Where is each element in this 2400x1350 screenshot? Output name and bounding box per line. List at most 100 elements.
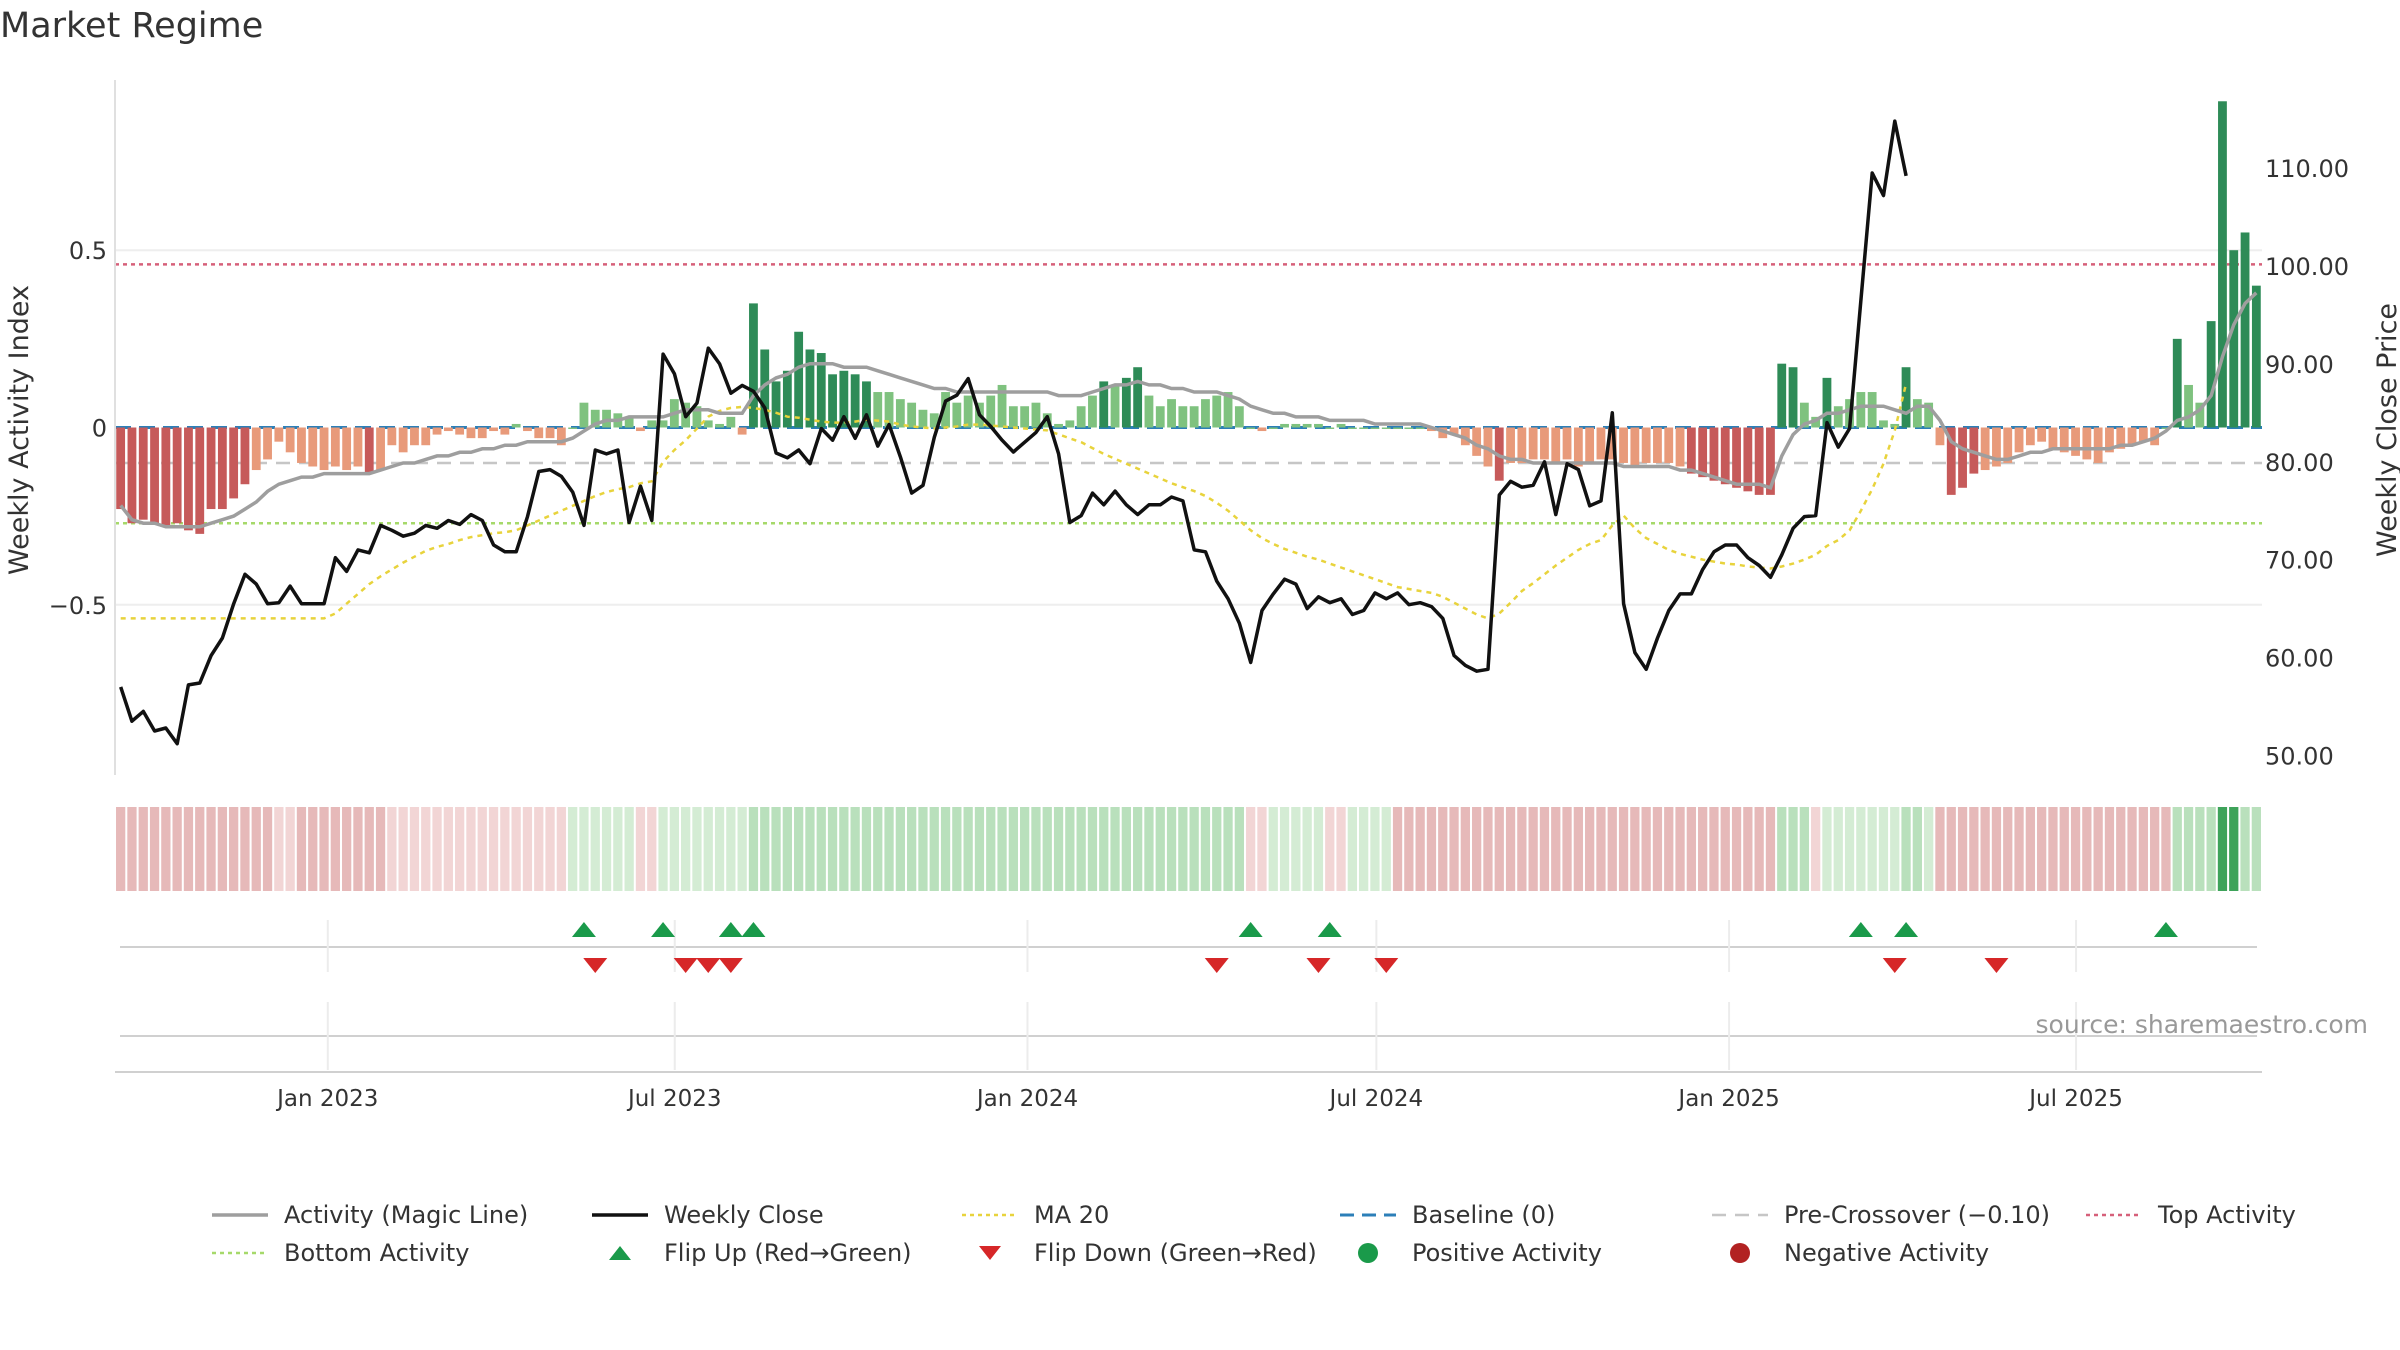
activity-bar: [1167, 399, 1176, 428]
regime-cell: [1811, 807, 1821, 891]
regime-cell: [522, 807, 533, 891]
regime-cell: [477, 807, 487, 891]
legend-label: Baseline (0): [1412, 1201, 1556, 1229]
regime-cell: [1833, 807, 1843, 891]
activity-bar: [455, 427, 465, 435]
legend-item: Top Activity: [2084, 1196, 2296, 1234]
regime-cell: [387, 807, 397, 891]
legend-label: Bottom Activity: [284, 1239, 470, 1267]
reference-lines: [115, 263, 2262, 525]
activity-bar: [466, 427, 476, 439]
flip-down-marker: [696, 958, 721, 973]
regime-cell: [161, 807, 171, 891]
activity-bar: [1867, 392, 1877, 428]
regime-cell: [1867, 807, 1877, 891]
activity-bar: [1698, 427, 1708, 478]
activity-bar: [2127, 427, 2137, 446]
regime-cell: [1517, 807, 1527, 891]
regime-cell: [2138, 807, 2148, 891]
activity-bar: [1766, 427, 1775, 495]
flip-down-marker: [1204, 958, 1229, 973]
regime-cell: [1698, 807, 1708, 891]
activity-bar: [1076, 406, 1086, 428]
legend: Activity (Magic Line) Weekly Close MA 20 Ba…: [210, 1196, 2350, 1286]
regime-cell: [884, 807, 894, 891]
activity-bar: [1630, 427, 1640, 467]
activity-bar: [489, 427, 498, 432]
regime-cell: [2240, 807, 2250, 891]
activity-bar: [1415, 427, 1425, 429]
gridlines: [115, 249, 2262, 606]
activity-bar: [1686, 427, 1696, 474]
regime-cell: [918, 807, 928, 891]
activity-bar: [387, 427, 397, 446]
regime-cell: [1539, 807, 1550, 891]
activity-bar: [1664, 427, 1674, 463]
y-axis-left-label: Weekly Activity Index: [4, 285, 35, 575]
regime-cell: [1878, 807, 1889, 891]
regime-cell: [1426, 807, 1437, 891]
regime-cell: [1144, 807, 1154, 891]
magic-line-legend-icon: [212, 1213, 268, 1217]
chart-title: Market Regime: [0, 6, 264, 46]
activity-bar: [1189, 406, 1199, 428]
regime-cell: [635, 807, 646, 891]
legend-label: Flip Down (Green→Red): [1034, 1239, 1317, 1267]
legend-item: Negative Activity: [1710, 1234, 1989, 1272]
flip-down-marker: [1306, 958, 1331, 973]
regime-cell: [1415, 807, 1425, 891]
regime-cell: [500, 807, 510, 891]
regime-cell: [1370, 807, 1380, 891]
regime-cell: [116, 807, 126, 891]
activity-bar: [1551, 427, 1561, 463]
x-tick-label: Jan 2023: [275, 1086, 378, 1112]
activity-bar: [432, 427, 442, 435]
regime-cell: [1392, 807, 1403, 891]
activity-bar: [1314, 423, 1323, 428]
activity-bar: [2082, 427, 2092, 460]
regime-cell: [398, 807, 408, 891]
regime-cell: [443, 807, 453, 891]
flip-up-marker: [1894, 922, 1919, 937]
activity-bar: [2161, 427, 2171, 429]
activity-bar: [760, 349, 770, 428]
activity-bar: [1799, 402, 1809, 428]
regime-cell: [940, 807, 951, 891]
regime-cell: [285, 807, 295, 891]
regime-cell: [669, 807, 679, 891]
activity-bar: [703, 420, 713, 428]
regime-cell: [1110, 807, 1120, 891]
activity-bar: [952, 402, 962, 428]
regime-cell: [319, 807, 329, 891]
activity-bar: [1144, 395, 1154, 428]
activity-bar: [1201, 399, 1210, 428]
activity-bar: [398, 427, 408, 453]
regime-cell: [1291, 807, 1301, 891]
activity-bar: [2105, 427, 2114, 453]
activity-bar: [1879, 420, 1888, 428]
activity-bar: [2014, 427, 2024, 453]
flip-down-marker: [1882, 958, 1907, 973]
regime-cell: [997, 807, 1007, 891]
activity-bar: [749, 303, 758, 428]
activity-bar: [1619, 427, 1628, 463]
activity-bar: [1065, 420, 1075, 428]
regime-cell: [794, 807, 804, 891]
activity-bar: [715, 423, 724, 428]
regime-cell: [1505, 807, 1516, 891]
activity-bar: [2206, 321, 2216, 428]
regime-cell: [1494, 807, 1504, 891]
activity-bar: [1958, 427, 1967, 488]
regime-cell: [929, 807, 939, 891]
activity-bar: [1528, 427, 1538, 460]
regime-cell: [1652, 807, 1663, 891]
regime-cell: [1844, 807, 1855, 891]
activity-bar: [1291, 423, 1301, 428]
regime-cell: [1257, 807, 1267, 891]
regime-cell: [1788, 807, 1798, 891]
activity-bar: [1607, 427, 1617, 460]
regime-cell: [262, 807, 273, 891]
regime-cell: [229, 807, 239, 891]
activity-bar: [1359, 427, 1369, 429]
